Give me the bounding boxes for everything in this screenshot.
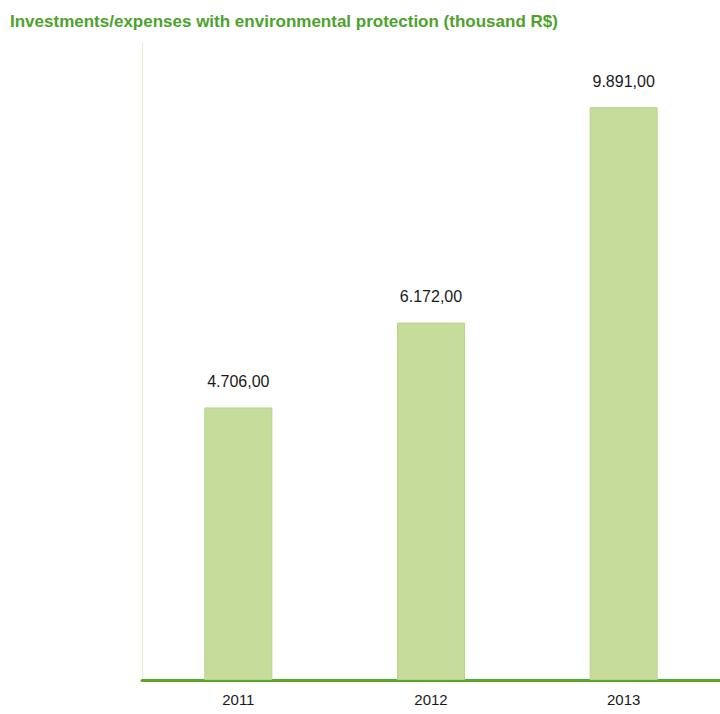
svg-text:4.706,00: 4.706,00 xyxy=(207,373,269,390)
svg-text:9.891,00: 9.891,00 xyxy=(593,73,655,90)
svg-text:2012: 2012 xyxy=(414,691,447,708)
svg-text:Investments/expenses with envi: Investments/expenses with environmental … xyxy=(10,12,558,31)
svg-text:2013: 2013 xyxy=(607,691,640,708)
svg-text:6.172,00: 6.172,00 xyxy=(400,288,462,305)
svg-text:2011: 2011 xyxy=(222,691,254,708)
